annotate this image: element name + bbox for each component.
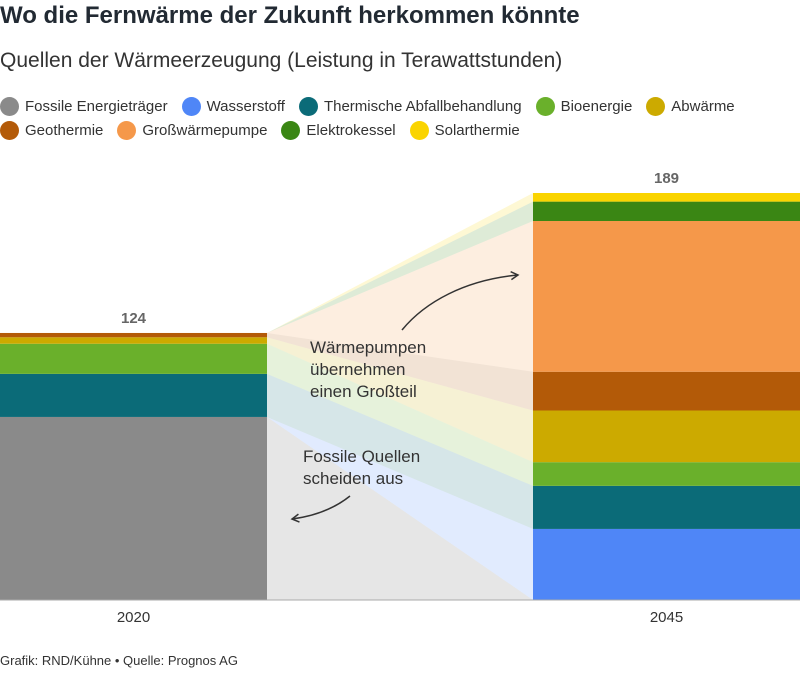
legend-item-bio: Bioenergie — [535, 96, 633, 116]
flow-band-2 — [267, 373, 533, 529]
annotation-heat-pumps-line-2: übernehmen — [310, 360, 405, 379]
legend-swatch-bio — [535, 96, 555, 116]
bar-segment-2045-1 — [533, 528, 800, 600]
chart-title: Wo die Fernwärme der Zukunft herkommen k… — [0, 2, 580, 29]
legend-label-solar: Solarthermie — [434, 121, 520, 139]
x-tick-label-2020: 2020 — [117, 609, 150, 626]
legend-swatch-hydrogen — [181, 96, 201, 116]
legend-swatch-waste-heat — [646, 96, 666, 116]
bar-segment-2020-0 — [0, 416, 267, 600]
legend-swatch-e-boiler — [281, 120, 301, 140]
legend-item-fossil: Fossile Energieträger — [0, 96, 168, 116]
legend-label-e-boiler: Elektrokessel — [306, 121, 396, 139]
legend-row-1: Fossile Energieträger Wasserstoff Thermi… — [0, 94, 800, 118]
stacked-bar-chart: 124 2020 189 2045 Wärmepumpen übernehmen ei… — [0, 170, 800, 626]
legend-label-fossil: Fossile Energieträger — [25, 97, 168, 115]
legend-item-heat-pump: Großwärmepumpe — [117, 120, 268, 140]
legend-swatch-waste — [298, 96, 318, 116]
legend-label-waste-heat: Abwärme — [671, 97, 735, 115]
legend-label-heat-pump: Großwärmepumpe — [142, 121, 268, 139]
legend-label-waste: Thermische Abfallbehandlung — [323, 97, 522, 115]
bar-segment-2045-6 — [533, 220, 800, 372]
annotation-heat-pumps-line-3: einen Großteil — [310, 382, 417, 401]
legend-item-waste: Thermische Abfallbehandlung — [298, 96, 522, 116]
flow-band-fossil — [267, 416, 533, 600]
legend-label-geo: Geothermie — [25, 121, 104, 139]
annotation-heat-pumps-line-1: Wärmepumpen — [310, 338, 426, 357]
value-labels: 124 2020 189 2045 — [117, 170, 683, 626]
annotation-fossil-line-2: scheiden aus — [303, 469, 403, 488]
bar-segment-2045-3 — [533, 462, 800, 486]
bar-segment-2045-8 — [533, 193, 800, 202]
chart-subtitle: Quellen der Wärmeerzeugung (Leistung in … — [0, 49, 563, 72]
legend-swatch-geo — [0, 120, 19, 140]
x-tick-label-2045: 2045 — [650, 609, 683, 626]
bar-segment-2020-3 — [0, 343, 267, 374]
bar-segment-2020-4 — [0, 337, 267, 344]
bar-segment-2045-4 — [533, 410, 800, 463]
arrow-heat-pumps — [401, 270, 520, 331]
legend-swatch-solar — [409, 120, 429, 140]
flow-band-6 — [267, 220, 533, 372]
flow-bands — [267, 193, 533, 600]
legend-label-hydrogen: Wasserstoff — [206, 97, 285, 115]
bar-segment-2045-7 — [533, 201, 800, 221]
legend-item-solar: Solarthermie — [409, 120, 520, 140]
flow-band-4 — [267, 337, 533, 463]
bar-segment-2020-5 — [0, 332, 267, 338]
legend-item-waste-heat: Abwärme — [646, 96, 735, 116]
legend-label-bio: Bioenergie — [560, 97, 633, 115]
footer-source: Grafik: RND/Kühne • Quelle: Prognos AG — [0, 653, 238, 668]
legend-row-2: Geothermie Großwärmepumpe Elektrokessel … — [0, 118, 800, 142]
legend-swatch-heat-pump — [117, 120, 137, 140]
legend-item-geo: Geothermie — [0, 120, 104, 140]
flow-band-3 — [267, 343, 533, 486]
arrow-fossil — [290, 495, 351, 523]
legend-item-e-boiler: Elektrokessel — [281, 120, 396, 140]
legend-item-hydrogen: Wasserstoff — [181, 96, 285, 116]
legend-swatch-fossil — [0, 96, 19, 116]
bar-segment-2020-2 — [0, 373, 267, 417]
flow-band-5 — [267, 332, 533, 411]
total-label-2045: 189 — [654, 170, 679, 187]
annotation-fossil-line-1: Fossile Quellen — [303, 447, 420, 466]
bar-segment-2045-2 — [533, 485, 800, 529]
bars — [0, 193, 800, 600]
legend: Fossile Energieträger Wasserstoff Thermi… — [0, 94, 800, 142]
bar-segment-2045-5 — [533, 371, 800, 411]
total-label-2020: 124 — [121, 310, 147, 327]
annotations: Wärmepumpen übernehmen einen Großteil Fo… — [290, 270, 520, 523]
